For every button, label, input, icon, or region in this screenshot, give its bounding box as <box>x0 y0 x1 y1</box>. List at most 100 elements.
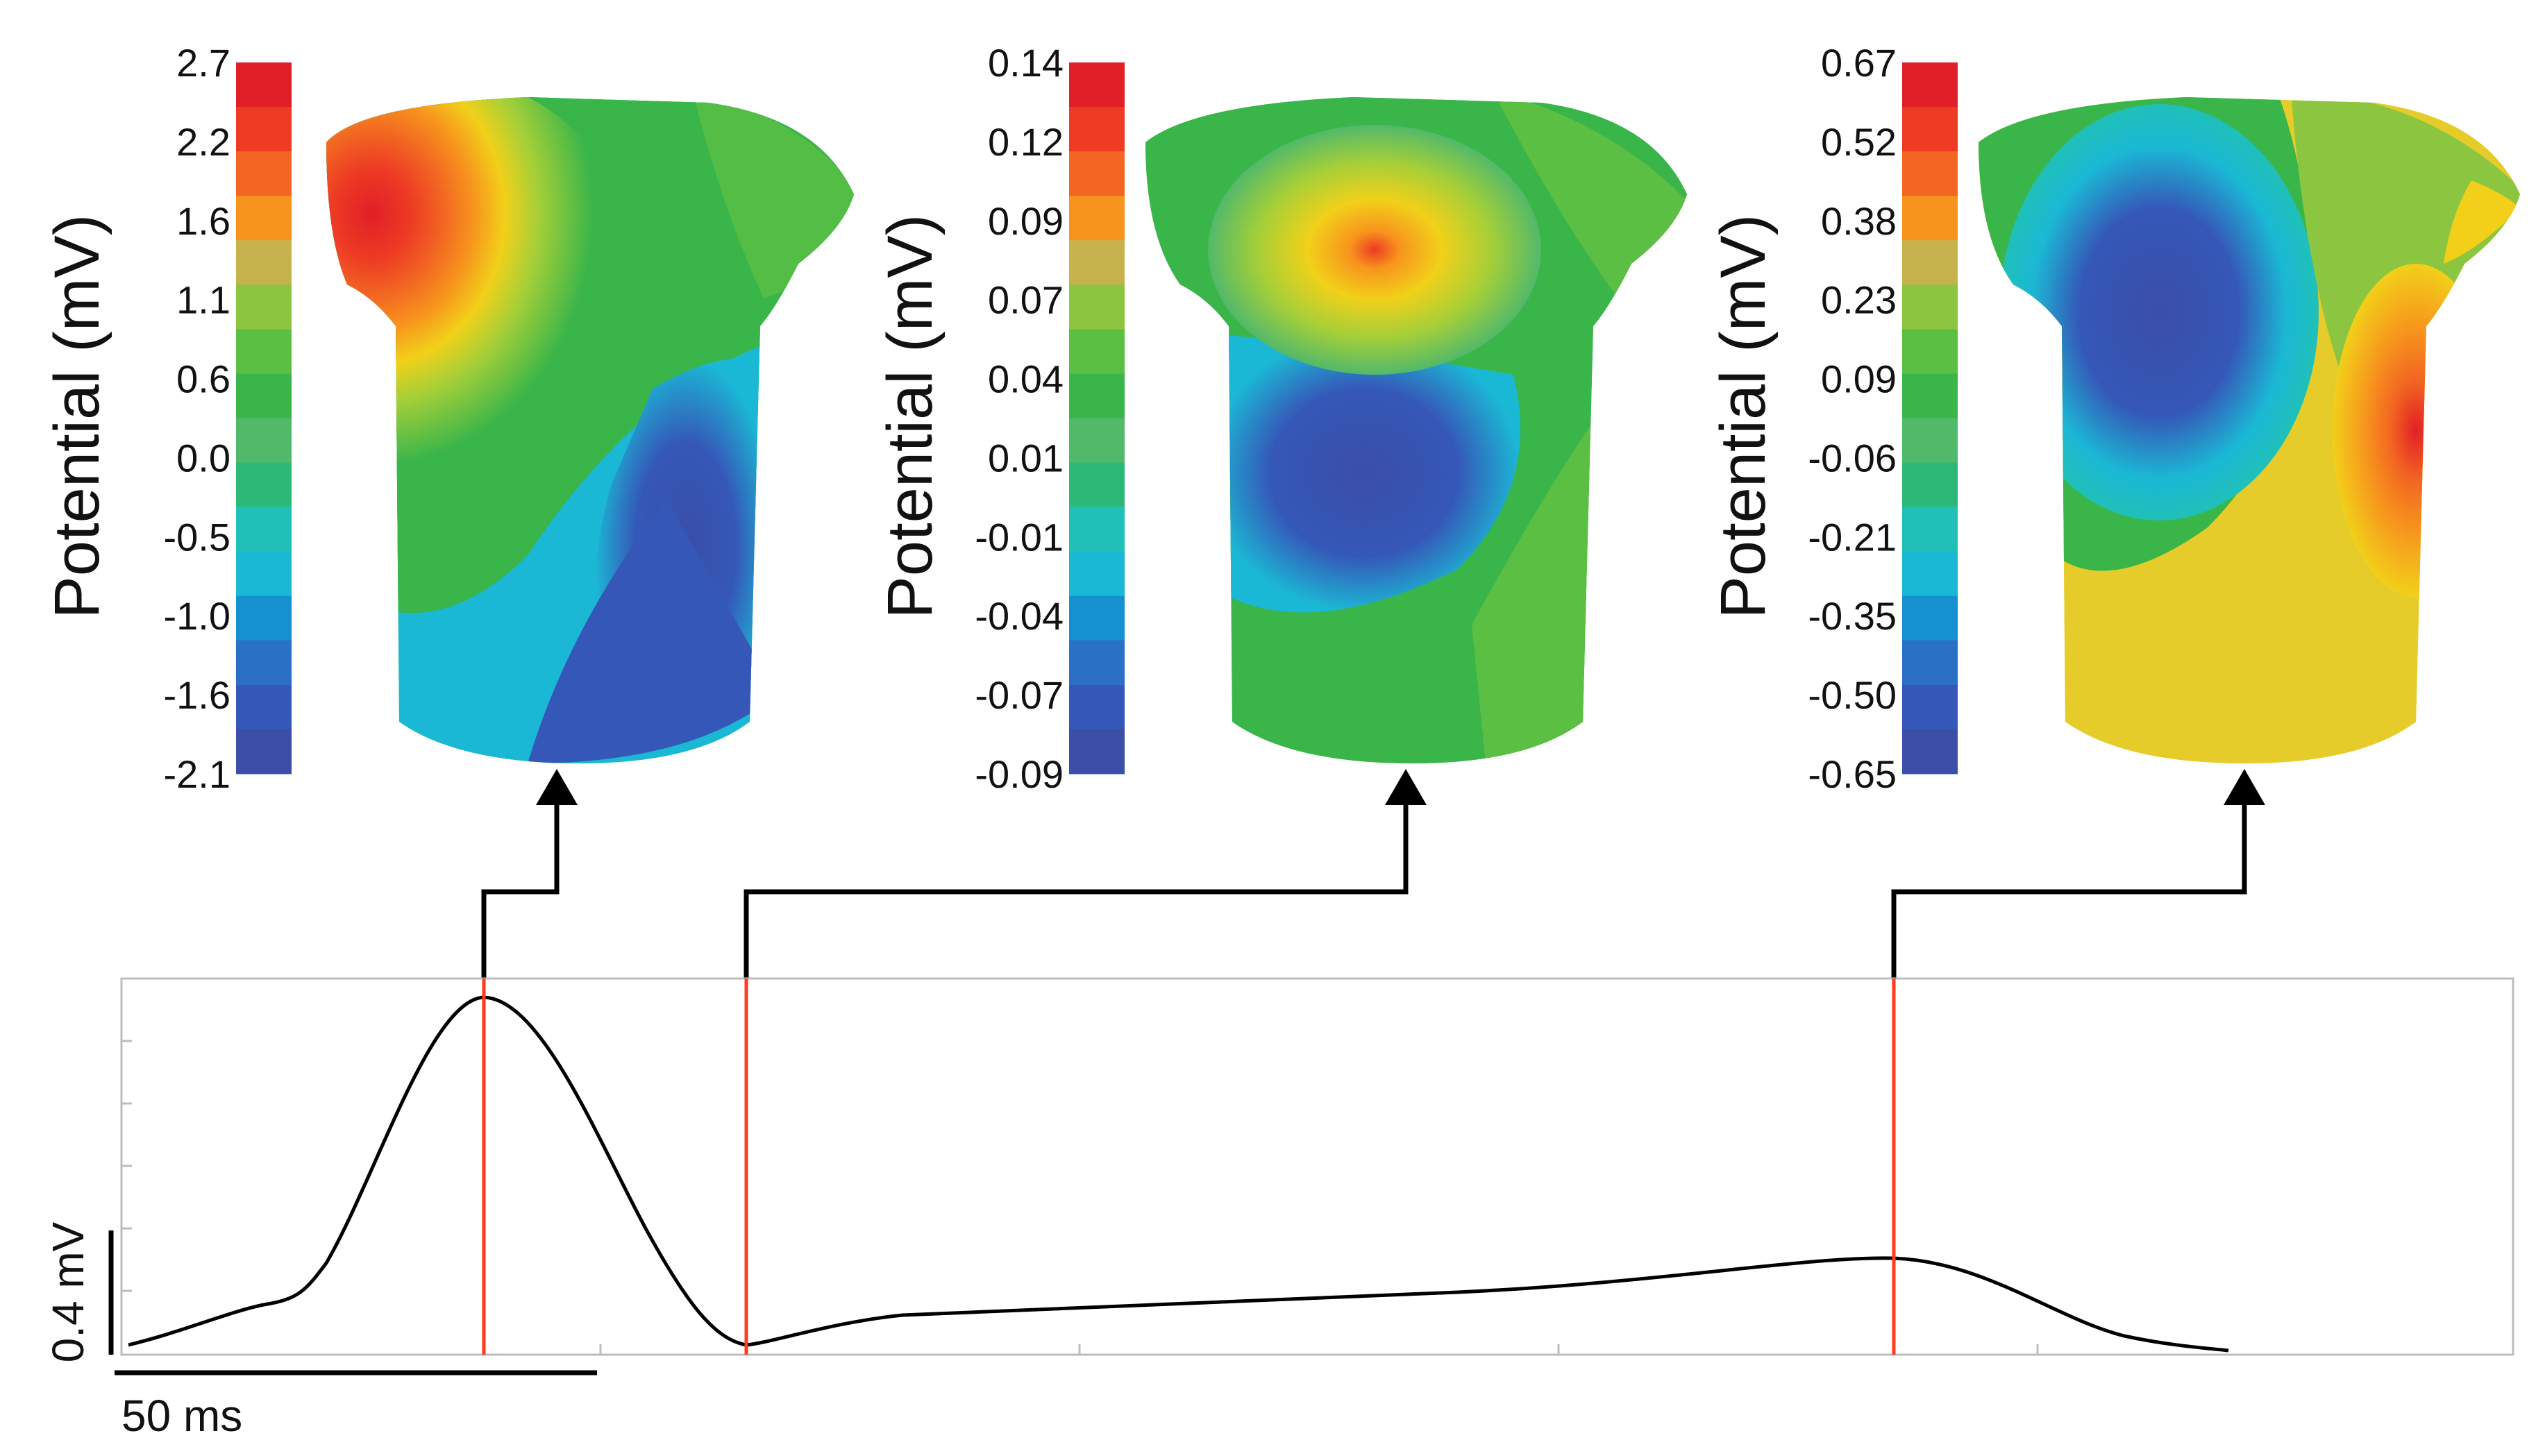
colorbar-step <box>1902 240 1958 285</box>
colorbar-step <box>1069 507 1125 552</box>
colorbar-step <box>1069 462 1125 508</box>
colorbar-step <box>236 240 292 285</box>
ecg-trace <box>128 995 2229 1353</box>
connector-line-1 <box>481 802 560 979</box>
colorbar-tick-label: 0.6 <box>176 357 230 401</box>
colorbar-tick-label: 0.01 <box>988 436 1064 480</box>
colorbar-tick-label: -0.06 <box>1808 436 1897 480</box>
colorbar-step <box>1902 373 1958 418</box>
time-scale-label: 50 ms <box>121 1391 242 1441</box>
colorbar-ticks-1: 2.7 2.2 1.6 1.1 0.6 0.0 -0.5 -1.0 -1.6 -2.1 <box>164 41 231 796</box>
colorbar-title-3: Potential (mV) <box>1708 214 1779 619</box>
colorbar-tick-label: 0.23 <box>1821 278 1897 322</box>
colorbar-step <box>1902 329 1958 374</box>
colorbar-tick-label: 0.07 <box>988 278 1064 322</box>
colorbar-tick-label: 0.12 <box>988 120 1064 164</box>
colorbar-tick-label: -0.09 <box>975 752 1064 796</box>
colorbar-step <box>1902 595 1958 641</box>
colorbar-step <box>1069 729 1125 774</box>
colorbar-step <box>1069 640 1125 686</box>
connectors <box>481 802 2247 979</box>
colorbar-step <box>1902 62 1958 108</box>
colorbar-tick-label: 0.52 <box>1821 120 1897 164</box>
colorbar-ticks-2: 0.14 0.12 0.09 0.07 0.04 0.01 -0.01 -0.04 -0.07 -… <box>975 41 1064 796</box>
colorbar-step <box>1069 329 1125 374</box>
colorbar-step <box>1069 418 1125 464</box>
trace-left-ticks <box>121 1040 132 1292</box>
colorbar-step <box>1902 418 1958 464</box>
colorbar-title-1: Potential (mV) <box>42 214 112 619</box>
colorbar-ticks-3: 0.67 0.52 0.38 0.23 0.09 -0.06 -0.21 -0.35 -0.50… <box>1808 41 1897 796</box>
colorbar-step <box>1902 729 1958 774</box>
trace-bottom-ticks <box>599 1344 2039 1355</box>
colorbar-step <box>236 595 292 641</box>
colorbar-step <box>1069 62 1125 108</box>
connector-line-2 <box>744 802 1409 979</box>
time-markers <box>482 979 1896 1355</box>
potential-map-1: Potential (mV) 2.7 2.2 1.6 1.1 0.6 0.0 -0.5 -1.… <box>42 41 854 796</box>
trace-panel: 0.4 mV 50 ms <box>43 977 2514 1441</box>
colorbar-tick-label: -0.5 <box>164 515 231 559</box>
colorbar-step <box>236 329 292 374</box>
colorbar-step <box>1902 640 1958 686</box>
colorbar-tick-label: -0.50 <box>1808 673 1897 717</box>
arrowhead-3 <box>2224 769 2265 805</box>
colorbar-step <box>1069 551 1125 597</box>
colorbar-step <box>1069 595 1125 641</box>
colorbar-tick-label: -0.21 <box>1808 515 1897 559</box>
colorbar-step <box>236 285 292 330</box>
colorbar-step <box>236 640 292 686</box>
colorbar-step <box>1069 107 1125 152</box>
arrowhead-1 <box>536 769 578 805</box>
colorbar-step <box>1069 285 1125 330</box>
colorbar-tick-label: 0.04 <box>988 357 1064 401</box>
colorbar-step <box>236 729 292 774</box>
colorbar-step <box>236 551 292 597</box>
colorbar-tick-label: -1.0 <box>164 594 231 638</box>
colorbar-tick-label: -0.04 <box>975 594 1064 638</box>
colorbar-tick-label: 0.09 <box>988 199 1064 243</box>
colorbar-step <box>236 196 292 241</box>
colorbar-step <box>236 462 292 508</box>
colorbar-step <box>1069 684 1125 730</box>
colorbar-step <box>236 507 292 552</box>
colorbar-2 <box>1069 62 1125 774</box>
voltage-scale-label: 0.4 mV <box>43 1221 93 1362</box>
colorbar-tick-label: -0.01 <box>975 515 1064 559</box>
connector-arrowheads <box>536 769 2265 805</box>
colorbar-tick-label: -1.6 <box>164 673 231 717</box>
colorbar-step <box>1069 196 1125 241</box>
colorbar-step <box>1069 151 1125 196</box>
scale-bars <box>108 1230 597 1375</box>
colorbar-tick-label: 2.2 <box>176 120 230 164</box>
colorbar-tick-label: -2.1 <box>164 752 231 796</box>
colorbar-tick-label: 0.67 <box>1821 41 1897 85</box>
arrowhead-2 <box>1385 769 1427 805</box>
colorbar-tick-label: 0.14 <box>988 41 1064 85</box>
colorbar-step <box>1902 107 1958 152</box>
colorbar-step <box>1069 373 1125 418</box>
colorbar-3 <box>1902 62 1958 774</box>
colorbar-tick-label: 0.0 <box>176 436 230 480</box>
colorbar-tick-label: -0.35 <box>1808 594 1897 638</box>
colorbar-tick-label: 0.09 <box>1821 357 1897 401</box>
colorbar-step <box>236 151 292 196</box>
colorbar-step <box>236 107 292 152</box>
colorbar-tick-label: -0.07 <box>975 673 1064 717</box>
colorbar-step <box>236 684 292 730</box>
colorbar-step <box>1902 151 1958 196</box>
colorbar-step <box>236 373 292 418</box>
colorbar-step <box>236 418 292 464</box>
colorbar-step <box>236 62 292 108</box>
colorbar-tick-label: -0.65 <box>1808 752 1897 796</box>
colorbar-step <box>1069 240 1125 285</box>
colorbar-step <box>1902 285 1958 330</box>
connector-line-3 <box>1891 802 2247 979</box>
colorbar-tick-label: 1.6 <box>176 199 230 243</box>
torso-map-3 <box>1979 97 2520 763</box>
colorbar-1 <box>236 62 292 774</box>
colorbar-step <box>1902 196 1958 241</box>
colorbar-step <box>1902 551 1958 597</box>
colorbar-tick-label: 0.38 <box>1821 199 1897 243</box>
